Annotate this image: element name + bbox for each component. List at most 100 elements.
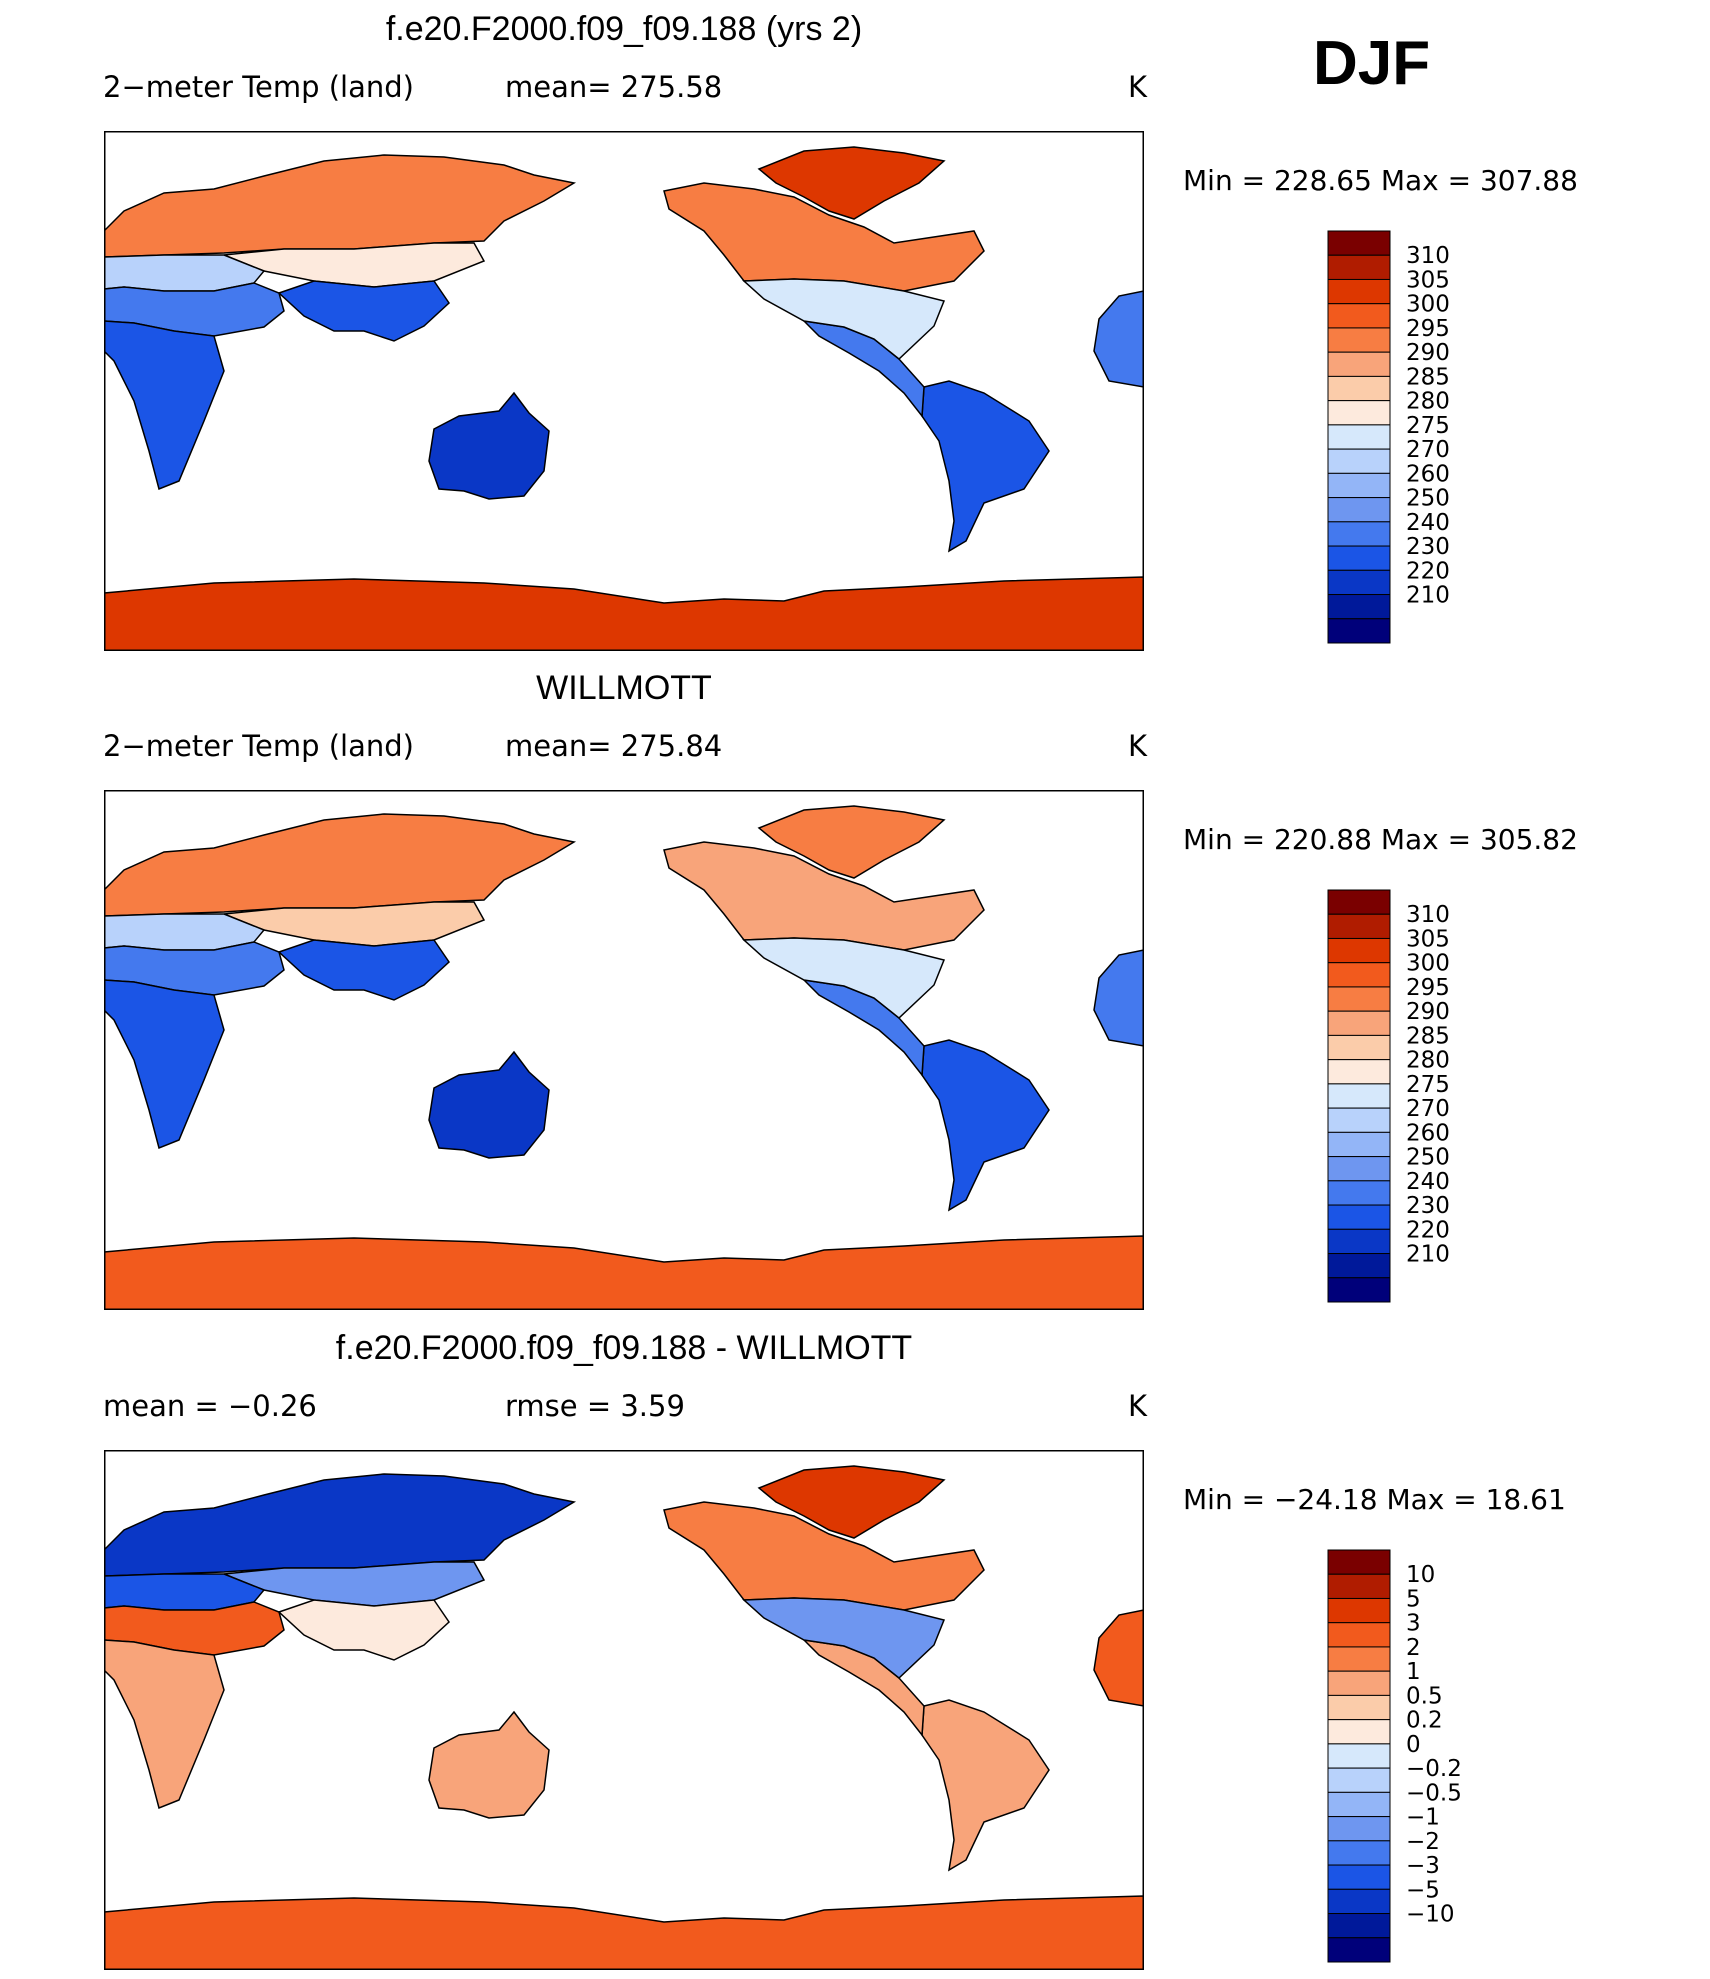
colorbar-box — [1327, 1253, 1391, 1279]
colorbar-tick-label: 305 — [1406, 267, 1450, 293]
colorbar-box — [1327, 913, 1391, 939]
colorbar-tick-label: 290 — [1406, 340, 1450, 366]
region-canada-alaska — [663, 1501, 985, 1611]
colorbar-tick-label: 3 — [1406, 1611, 1421, 1637]
region-central-asia — [223, 1561, 486, 1607]
region-south-america — [921, 1699, 1050, 1872]
colorbar-tick-label: 285 — [1406, 1023, 1450, 1049]
colorbar-box — [1327, 962, 1391, 988]
panel-title: f.e20.F2000.f09_f09.188 (yrs 2) — [385, 10, 863, 48]
observation-panel: WILLMOTT 2−meter Temp (land) mean= 275.8… — [0, 659, 1710, 1310]
region-antarctica — [104, 1895, 1144, 1970]
colorbar-tick-label: 310 — [1406, 243, 1450, 269]
colorbar-box — [1327, 278, 1391, 305]
units-label: K — [1128, 1389, 1148, 1423]
colorbar-tick-label: −5 — [1406, 1877, 1440, 1903]
colorbar-tick-label: 220 — [1406, 558, 1450, 584]
colorbar-tick-label: 295 — [1406, 316, 1450, 342]
colorbar-box — [1327, 254, 1391, 280]
region-central-asia — [223, 901, 486, 947]
rmse-label: rmse = 3.59 — [505, 1389, 685, 1423]
colorbar-tick-label: 305 — [1406, 926, 1450, 952]
colorbar-box — [1327, 1670, 1391, 1696]
colorbar-tick-label: 270 — [1406, 437, 1450, 463]
colorbar-tick-label: 270 — [1406, 1096, 1450, 1122]
region-south-america — [921, 1039, 1050, 1212]
colorbar-tick-label: 0.5 — [1406, 1683, 1443, 1709]
colorbar-tick-label: 300 — [1406, 292, 1450, 318]
colorbar-box — [1327, 472, 1391, 499]
map-frame — [104, 790, 1144, 1310]
colorbar-tick-label: 250 — [1406, 486, 1450, 512]
region-canada-alaska — [663, 841, 985, 951]
colorbar-box — [1327, 351, 1391, 377]
colorbar-box — [1327, 1083, 1391, 1109]
colorbar-box — [1327, 303, 1391, 329]
colorbar-tick-label: 280 — [1406, 389, 1450, 415]
colorbar-tick-label: 230 — [1406, 1193, 1450, 1219]
colorbar-box — [1327, 618, 1391, 644]
region-greenland — [757, 805, 946, 879]
colorbar-box — [1327, 448, 1391, 474]
colorbar-tick-label: 275 — [1406, 1072, 1450, 1098]
colorbar-tick-label: −10 — [1406, 1902, 1455, 1928]
min-max-label: Min = −24.18 Max = 18.61 — [1183, 1483, 1566, 1516]
colorbar-box — [1327, 569, 1391, 596]
colorbar-tick-label: 230 — [1406, 534, 1450, 560]
colorbar-tick-label: 260 — [1406, 461, 1450, 487]
region-canada-alaska — [663, 182, 985, 292]
colorbar-tick-label: 240 — [1406, 1169, 1450, 1195]
region-antarctica — [104, 576, 1144, 651]
map-frame — [104, 1450, 1144, 1970]
colorbar-tick-label: 0 — [1406, 1732, 1421, 1758]
colorbar-box — [1327, 1816, 1391, 1842]
colorbar-box — [1327, 424, 1391, 450]
colorbar-tick-label: −1 — [1406, 1805, 1440, 1831]
colorbar: 310 305 300 295 290 285 280 275 270 260 250 240 230 2… — [1327, 889, 1528, 1303]
mean-label: mean = −0.26 — [103, 1389, 317, 1423]
colorbar-box — [1327, 230, 1391, 256]
units-label: K — [1128, 729, 1148, 763]
colorbar-box — [1327, 1277, 1391, 1303]
colorbar-box — [1327, 1888, 1391, 1915]
colorbar-box — [1327, 937, 1391, 964]
colorbar-box — [1327, 1646, 1391, 1672]
difference-panel: f.e20.F2000.f09_f09.188 - WILLMOTT mean … — [0, 1319, 1710, 1970]
panel-title: WILLMOTT — [536, 669, 712, 707]
colorbar-tick-label: 280 — [1406, 1048, 1450, 1074]
colorbar-box — [1327, 889, 1391, 915]
colorbar-tick-label: −0.2 — [1406, 1756, 1462, 1782]
variable-label: 2−meter Temp (land) — [103, 729, 414, 763]
colorbar-box — [1327, 327, 1391, 353]
region-australia — [428, 1050, 550, 1159]
colorbar-box — [1327, 497, 1391, 523]
colorbar-box — [1327, 1719, 1391, 1745]
colorbar-tick-label: 285 — [1406, 364, 1450, 390]
colorbar-tick-label: 1 — [1406, 1659, 1421, 1685]
region-south-america — [921, 380, 1050, 553]
min-max-label: Min = 228.65 Max = 307.88 — [1183, 164, 1578, 197]
colorbar-box — [1327, 400, 1391, 426]
units-label: K — [1128, 70, 1148, 104]
colorbar-tick-label: 210 — [1406, 583, 1450, 609]
region-usa — [742, 1597, 946, 1679]
min-max-label: Min = 220.88 Max = 305.82 — [1183, 823, 1578, 856]
region-northern-eurasia — [104, 154, 577, 258]
colorbar: 310 305 300 295 290 285 280 275 270 260 250 240 230 2… — [1327, 230, 1528, 644]
colorbar-box — [1327, 1034, 1391, 1061]
region-usa — [742, 937, 946, 1019]
colorbar-box — [1327, 1743, 1391, 1769]
colorbar-tick-label: 240 — [1406, 510, 1450, 536]
colorbar-box — [1327, 1059, 1391, 1085]
colorbar-box — [1327, 1767, 1391, 1793]
colorbar-tick-label: 210 — [1406, 1242, 1450, 1268]
colorbar-box — [1327, 1791, 1391, 1818]
colorbar-box — [1327, 1913, 1391, 1939]
colorbar-tick-label: 310 — [1406, 902, 1450, 928]
colorbar-tick-label: 260 — [1406, 1120, 1450, 1146]
colorbar-tick-label: −3 — [1406, 1853, 1440, 1879]
region-northern-eurasia — [104, 813, 577, 917]
region-india-se-asia — [277, 939, 450, 1001]
region-antarctica — [104, 1235, 1144, 1310]
variable-label: 2−meter Temp (land) — [103, 70, 414, 104]
